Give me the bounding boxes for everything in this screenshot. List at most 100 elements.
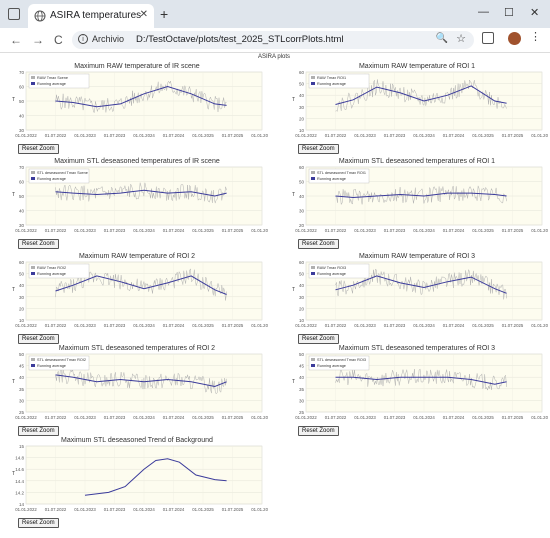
chart-3[interactable]: Maximum STL deseasoned temperatures of I…	[6, 155, 268, 247]
reset-zoom-button[interactable]: Reset Zoom	[298, 239, 339, 249]
x-tick-label: 01.01.2024	[133, 323, 155, 328]
series-average-line	[335, 275, 507, 294]
y-tick-label: 60	[299, 260, 305, 265]
y-tick-label: 14.2	[15, 490, 24, 495]
y-axis-label: T	[292, 97, 295, 103]
x-tick-label: 01.07.2023	[104, 415, 126, 420]
x-tick-label: 01.01.2022	[15, 323, 37, 328]
legend-entry[interactable]: STL deseasoned Tmax ROI2	[37, 358, 86, 362]
info-icon[interactable]: i	[78, 34, 88, 44]
legend-entry[interactable]: Running average	[317, 177, 346, 181]
legend-entry[interactable]: STL deseasoned Tmax Scene	[37, 171, 88, 175]
chart-1[interactable]: Maximum RAW temperature of IR scene 30 40 5…	[6, 60, 268, 152]
x-tick-label: 01.01.2023	[74, 323, 96, 328]
chart-6[interactable]: Maximum RAW temperature of ROI 3 10 20 30 40…	[286, 250, 548, 342]
legend-entry[interactable]: Running average	[37, 177, 66, 181]
x-tick-label: 01.01.2023	[74, 228, 96, 233]
chart-title: Maximum RAW temperature of ROI 3	[359, 253, 475, 260]
legend-swatch	[311, 82, 315, 85]
chart-svg: Maximum RAW temperature of ROI 1 10 20 30 40…	[292, 63, 548, 138]
reset-zoom-button[interactable]: Reset Zoom	[298, 426, 339, 436]
chart-4[interactable]: Maximum STL deseasoned temperatures of R…	[286, 155, 548, 247]
legend-swatch	[311, 266, 315, 269]
forward-button[interactable]: →	[32, 33, 44, 47]
series-average-line	[335, 376, 507, 385]
legend-entry[interactable]: RAW Tmax ROI3	[317, 266, 346, 270]
legend-entry[interactable]: STL deseasoned Tmax ROI1	[317, 171, 366, 175]
reset-zoom-button[interactable]: Reset Zoom	[18, 144, 59, 154]
legend: STL deseasoned Tmax Scene Running average	[28, 168, 90, 184]
y-tick-label: 40	[299, 93, 305, 98]
chart-8[interactable]: Maximum STL deseasoned temperatures of R…	[286, 342, 548, 434]
legend-entry[interactable]: Running average	[37, 82, 66, 86]
legend-entry[interactable]: RAW Tmax ROI1	[317, 76, 346, 80]
reset-zoom-button[interactable]: Reset Zoom	[298, 144, 339, 154]
reset-zoom-button[interactable]: Reset Zoom	[18, 334, 59, 344]
reload-button[interactable]: C	[54, 33, 63, 47]
chart-2[interactable]: Maximum RAW temperature of ROI 1 10 20 30 40…	[286, 60, 548, 152]
y-tick-label: 50	[19, 272, 25, 277]
close-icon[interactable]: ✕	[139, 9, 148, 20]
legend-entry[interactable]: Running average	[37, 272, 66, 276]
x-tick-label: 01.07.2025	[222, 228, 244, 233]
y-axis-label: T	[12, 97, 15, 103]
x-tick-label: 01.07.2022	[325, 228, 347, 233]
legend-entry[interactable]: STL deseasoned Tmax ROI3	[317, 358, 366, 362]
bookmark-star-icon[interactable]: ☆	[456, 33, 466, 45]
zoom-icon[interactable]: 🔍	[435, 33, 448, 44]
chart-7[interactable]: Maximum STL deseasoned temperatures of R…	[6, 342, 268, 434]
y-axis-label: T	[12, 471, 15, 477]
chart-5[interactable]: Maximum RAW temperature of ROI 2 10 20 30 40…	[6, 250, 268, 342]
x-tick-label: 01.07.2022	[45, 228, 67, 233]
legend-entry[interactable]: Running average	[317, 82, 346, 86]
extensions-icon[interactable]	[482, 32, 494, 44]
y-tick-label: 50	[19, 194, 25, 199]
menu-icon[interactable]: ⋮	[530, 31, 541, 43]
legend-entry[interactable]: Running average	[37, 364, 66, 368]
minimize-button[interactable]: —	[478, 6, 489, 18]
tab-search-icon[interactable]	[8, 8, 20, 20]
chart-9[interactable]: Maximum STL deseasoned Trend of Backgrou…	[6, 434, 268, 526]
x-tick-label: 01.01.2025	[192, 133, 214, 138]
chart-svg: Maximum RAW temperature of IR scene 30 40 5…	[12, 63, 268, 138]
x-tick-label: 01.07.2025	[502, 133, 524, 138]
series-average-line	[335, 192, 507, 199]
x-tick-label: 01.01.2023	[74, 133, 96, 138]
y-tick-label: 30	[299, 209, 305, 214]
x-tick-label: 01.01.2022	[15, 133, 37, 138]
y-tick-label: 14.6	[15, 467, 24, 472]
avatar[interactable]	[508, 32, 521, 45]
legend-entry[interactable]: RAW Tmax Scene	[37, 76, 68, 80]
legend-entry[interactable]: RAW Tmax ROI2	[37, 266, 66, 270]
url-text[interactable]: D:/TestOctave/plots/test_2025_STLcorrPlo…	[136, 34, 344, 45]
x-tick-label: 01.01.2023	[354, 228, 376, 233]
close-window-button[interactable]: ✕	[530, 7, 540, 19]
reset-zoom-button[interactable]: Reset Zoom	[18, 426, 59, 436]
y-tick-label: 40	[299, 283, 305, 288]
x-tick-label: 01.01.2025	[192, 228, 214, 233]
tab-title: ASIRA temperatures	[50, 10, 142, 21]
new-tab-button[interactable]: +	[160, 6, 169, 22]
chart-title: Maximum STL deseasoned temperatures of R…	[339, 345, 495, 352]
address-bar[interactable]: i Archivio D:/TestOctave/plots/test_2025…	[72, 31, 474, 49]
legend-swatch	[31, 272, 35, 275]
x-tick-label: 01.07.2024	[443, 133, 465, 138]
back-button[interactable]: ←	[10, 33, 22, 47]
series-raw-line	[335, 185, 507, 206]
legend-swatch	[31, 364, 35, 367]
x-tick-label: 01.01.2023	[74, 415, 96, 420]
y-tick-label: 60	[299, 70, 305, 75]
reset-zoom-button[interactable]: Reset Zoom	[18, 239, 59, 249]
reset-zoom-button[interactable]: Reset Zoom	[298, 334, 339, 344]
legend-entry[interactable]: Running average	[317, 364, 346, 368]
legend-entry[interactable]: Running average	[317, 272, 346, 276]
y-tick-label: 50	[19, 352, 25, 357]
x-tick-label: 01.07.2025	[222, 323, 244, 328]
reset-zoom-button[interactable]: Reset Zoom	[18, 518, 59, 528]
series-raw-line	[55, 80, 227, 113]
tab-asira[interactable]: ASIRA temperatures ✕	[28, 4, 154, 28]
maximize-button[interactable]: ☐	[504, 7, 514, 19]
x-tick-label: 01.07.2025	[502, 415, 524, 420]
series-raw-line	[335, 268, 507, 300]
nav-bar: ← → C i Archivio D:/TestOctave/plots/tes…	[0, 28, 550, 53]
